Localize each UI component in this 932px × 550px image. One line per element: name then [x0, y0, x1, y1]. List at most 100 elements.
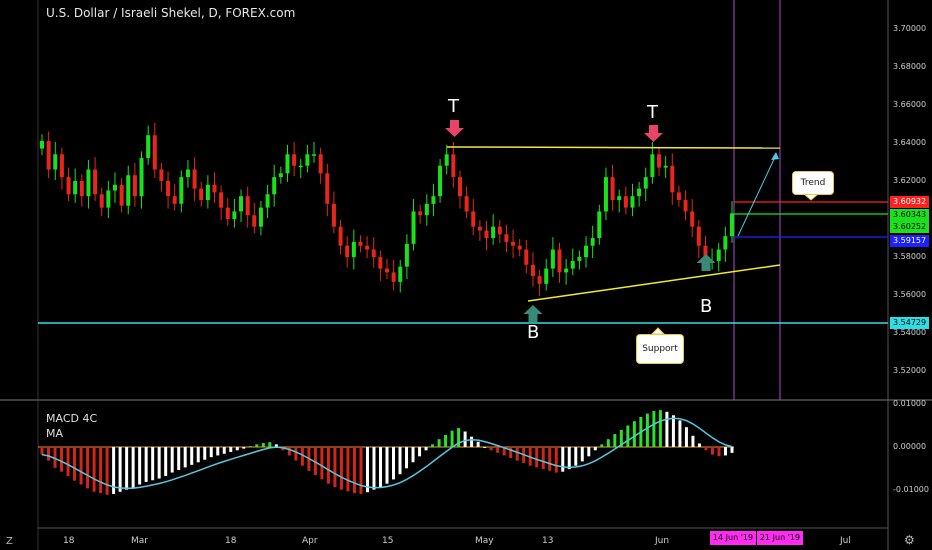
support-callout[interactable]: Support	[636, 334, 684, 364]
bottom-label: B	[527, 322, 540, 343]
candle-body	[312, 154, 317, 156]
candle-body	[119, 184, 124, 206]
macd-histogram-bar	[281, 446, 285, 451]
macd-histogram-bar	[99, 446, 103, 494]
macd-histogram-bar	[444, 434, 448, 447]
indicator-sub: MA	[46, 427, 64, 440]
date-label: May	[475, 536, 494, 546]
macd-histogram-bar	[294, 446, 298, 461]
candle-body	[278, 173, 283, 178]
candle-body	[517, 245, 522, 250]
rising-support-trendline[interactable]	[527, 264, 781, 302]
price-axis-label: 3.66000	[893, 99, 927, 109]
projection-arrow[interactable]	[737, 154, 777, 237]
candle-body	[670, 165, 675, 193]
macd-histogram-bar	[411, 446, 415, 463]
macd-histogram-bar	[242, 446, 246, 449]
macd-histogram-bar	[92, 446, 96, 492]
macd-axis-label: 0.01000	[893, 399, 927, 409]
macd-histogram-bar	[216, 446, 220, 456]
price-axis-label: 3.58000	[893, 252, 927, 262]
candle-body	[225, 207, 230, 220]
last-price-tag: 3.60252	[890, 221, 930, 233]
macd-histogram-bar	[125, 446, 129, 490]
macd-histogram-bar	[723, 446, 727, 456]
macd-histogram-bar	[346, 446, 350, 492]
macd-histogram-bar	[131, 446, 135, 488]
candle-body	[59, 154, 64, 178]
macd-histogram-bar	[105, 446, 109, 495]
candle-body	[424, 203, 429, 216]
candle-body	[219, 192, 224, 208]
candle-body	[610, 177, 615, 200]
timezone-mark[interactable]: Z	[6, 536, 13, 547]
date-tag-end: 21 Jun '19	[757, 531, 803, 545]
macd-histogram-bar	[717, 446, 721, 457]
candle-body	[265, 194, 270, 208]
candle-body	[690, 211, 695, 227]
price-axis-label: 3.54000	[893, 328, 927, 338]
top-arrow-icon	[644, 125, 663, 142]
candle-body	[252, 215, 257, 227]
date-label: 18	[225, 536, 237, 546]
support-price-tag: 3.54729	[890, 317, 930, 329]
candle-body	[86, 169, 91, 197]
candle-body	[318, 154, 323, 174]
macd-histogram-bar	[190, 446, 194, 465]
macd-histogram-bar	[489, 446, 493, 451]
candle-body	[305, 154, 310, 166]
resistance-trendline[interactable]	[446, 146, 781, 149]
macd-histogram-bar	[203, 446, 207, 460]
candle-body	[338, 226, 343, 246]
low-price-tag: 3.59157	[890, 235, 930, 247]
candle-body	[331, 203, 336, 227]
macd-histogram-bar	[691, 435, 695, 447]
date-tag-start: 14 Jun '19	[710, 531, 756, 545]
candle-body	[99, 194, 104, 208]
macd-histogram-bar	[554, 446, 558, 473]
candle-body	[623, 196, 628, 208]
candle-body	[385, 268, 389, 273]
top-arrow-icon	[445, 120, 464, 137]
candle-body	[292, 154, 297, 166]
candle-body	[491, 226, 496, 239]
settings-gear-icon[interactable]: ⚙	[904, 533, 915, 547]
macd-axis-label: 0.00000	[893, 441, 927, 451]
candle-body	[570, 260, 575, 269]
candle-body	[40, 140, 44, 149]
candle-body	[172, 196, 177, 204]
macd-histogram-bar	[613, 434, 617, 447]
macd-histogram-bar	[665, 411, 669, 447]
macd-histogram-bar	[567, 446, 571, 470]
macd-histogram-bar	[339, 446, 343, 490]
candle-body	[444, 154, 449, 166]
macd-histogram-bar	[248, 446, 252, 448]
macd-signal-line	[41, 417, 733, 490]
bottom-arrow-icon	[523, 305, 543, 322]
macd-histogram-bar	[222, 446, 226, 454]
candle-body	[597, 211, 602, 239]
macd-histogram-bar	[352, 446, 356, 494]
macd-histogram-bar	[73, 446, 77, 481]
macd-histogram-bar	[483, 446, 487, 448]
macd-histogram-bar	[535, 446, 539, 468]
macd-histogram-bar	[476, 441, 480, 447]
macd-histogram-bar	[47, 446, 51, 461]
candle-body	[239, 196, 244, 212]
trend-callout[interactable]: Trend	[792, 171, 834, 195]
macd-histogram-bar	[593, 446, 597, 451]
candle-body	[564, 268, 569, 273]
macd-histogram-bar	[177, 446, 181, 470]
candle-body	[166, 180, 171, 197]
candle-body	[185, 169, 190, 178]
candle-body	[657, 154, 662, 168]
macd-histogram-bar	[235, 446, 239, 451]
macd-histogram-bar	[645, 413, 649, 447]
resistance-price-tag: 3.60932	[890, 196, 930, 208]
candle-body	[723, 236, 728, 250]
candle-body	[132, 175, 137, 197]
candle-body	[464, 196, 469, 212]
macd-histogram-bar	[541, 446, 545, 470]
candle-body	[351, 241, 356, 258]
